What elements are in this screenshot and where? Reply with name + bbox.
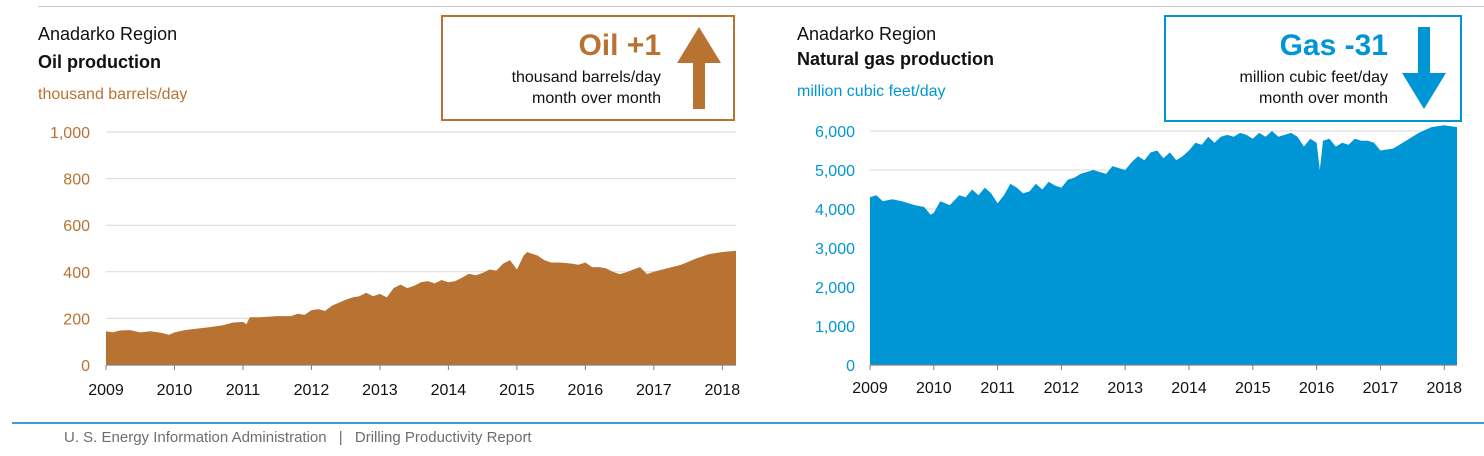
gas-x-tick-label: 2013	[1107, 380, 1143, 397]
top-divider	[38, 6, 1484, 7]
gas-y-tick-label: 5,000	[815, 163, 855, 180]
gas-y-tick-label: 1,000	[815, 319, 855, 336]
arrow-down-icon	[1402, 27, 1446, 109]
oil-chart-panel: Anadarko Region Oil production thousand …	[0, 0, 750, 410]
gas-area-chart: 0 1,000 2,000 3,000 4,000 5,000 6,000 2009 2010 2…	[815, 124, 1462, 397]
gas-change-headline: Gas -31	[1279, 29, 1388, 62]
oil-x-tick-label: 2018	[705, 382, 741, 399]
oil-x-tick-label: 2015	[499, 382, 535, 399]
gas-region-label: Anadarko Region	[797, 24, 937, 44]
footer-separator: |	[338, 429, 343, 446]
gas-change-callout: Gas -31 million cubic feet/day month ove…	[1164, 15, 1462, 122]
footer: U. S. Energy Information Administration …	[64, 429, 532, 446]
gas-x-tick-label: 2017	[1363, 380, 1399, 397]
gas-y-tick-label: 6,000	[815, 124, 855, 141]
oil-x-tick-label: 2013	[362, 382, 398, 399]
gas-chart-panel: Anadarko Region Natural gas production m…	[760, 0, 1484, 410]
oil-y-tick-label: 200	[63, 311, 90, 328]
oil-x-tick-label: 2011	[226, 382, 261, 399]
oil-y-tick-label: 600	[63, 218, 90, 235]
gas-x-tick-label: 2016	[1299, 380, 1335, 397]
footer-divider	[12, 422, 1484, 424]
oil-area-series	[106, 250, 736, 365]
oil-x-tick-label: 2010	[157, 382, 193, 399]
oil-change-line2: month over month	[532, 90, 661, 107]
oil-change-callout: Oil +1 thousand barrels/day month over m…	[441, 15, 735, 121]
oil-x-tick-label: 2016	[568, 382, 604, 399]
gas-area-series	[870, 125, 1457, 365]
oil-y-tick-label: 400	[63, 265, 90, 282]
gas-unit-label: million cubic feet/day	[797, 83, 946, 100]
oil-x-tick-label: 2012	[294, 382, 330, 399]
gas-change-line2: month over month	[1259, 90, 1388, 107]
footer-source: U. S. Energy Information Administration	[64, 429, 327, 446]
oil-y-tick-label: 1,000	[50, 125, 90, 142]
oil-change-headline: Oil +1	[578, 29, 661, 62]
gas-x-tick-label: 2015	[1235, 380, 1271, 397]
gas-x-tick-label: 2010	[916, 380, 952, 397]
footer-report: Drilling Productivity Report	[354, 429, 532, 446]
oil-region-label: Anadarko Region	[38, 24, 178, 44]
gas-change-line1: million cubic feet/day	[1239, 69, 1388, 86]
gas-x-tick-label: 2011	[980, 380, 1015, 397]
oil-change-line1: thousand barrels/day	[511, 69, 661, 86]
gas-y-tick-label: 2,000	[815, 280, 855, 297]
oil-chart-title: Oil production	[38, 52, 161, 72]
gas-x-tick-label: 2009	[852, 380, 888, 397]
gas-chart-title: Natural gas production	[797, 49, 995, 69]
oil-x-tick-label: 2009	[88, 382, 124, 399]
gas-x-tick-label: 2012	[1044, 380, 1080, 397]
oil-unit-label: thousand barrels/day	[38, 86, 188, 103]
gas-x-tick-label: 2014	[1171, 380, 1207, 397]
oil-x-tick-label: 2017	[636, 382, 672, 399]
oil-area-chart: 0 200 400 600 800 1,000 2009 2010 2011 2012 2013 20…	[50, 125, 741, 399]
arrow-up-icon	[677, 27, 721, 109]
oil-y-tick-label: 800	[63, 172, 90, 189]
gas-y-tick-label: 4,000	[815, 202, 855, 219]
oil-y-tick-label: 0	[81, 358, 90, 375]
gas-y-tick-label: 3,000	[815, 241, 855, 258]
oil-x-tick-label: 2014	[431, 382, 467, 399]
gas-x-tick-label: 2018	[1426, 380, 1462, 397]
gas-y-tick-label: 0	[846, 358, 855, 375]
